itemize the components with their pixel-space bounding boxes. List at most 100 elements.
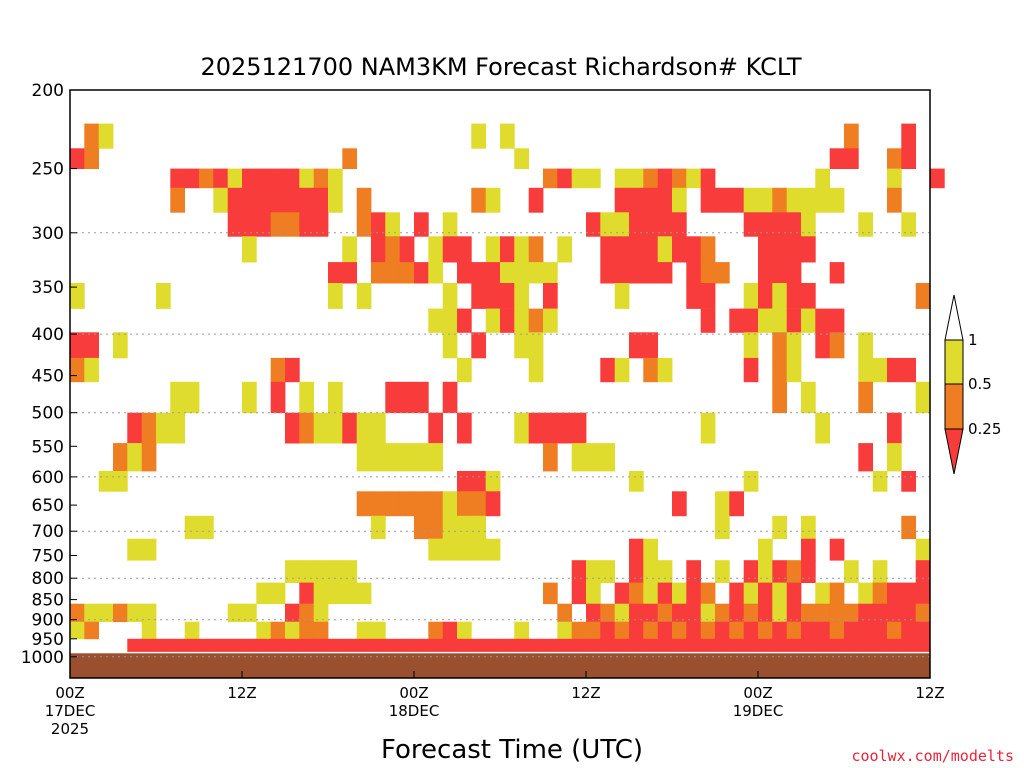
ri-cell [242, 168, 257, 189]
ri-cell [528, 357, 544, 383]
ri-cell [485, 471, 501, 492]
ri-cell [457, 515, 472, 540]
ri-cell [872, 560, 888, 583]
ri-cell [328, 412, 343, 444]
ri-cell [772, 582, 787, 605]
ri-cell [614, 621, 630, 640]
ri-cell [528, 187, 544, 213]
ri-cell [385, 443, 400, 472]
ri-cell [371, 621, 386, 640]
ri-cell [815, 621, 830, 640]
ri-cell [414, 262, 429, 284]
ri-cell [227, 168, 243, 189]
ri-cell [801, 212, 816, 237]
ri-cell [686, 621, 701, 640]
ri-cell [428, 443, 443, 472]
ri-cell [342, 262, 357, 284]
ri-cell [686, 168, 701, 189]
ri-cell [786, 638, 802, 652]
ri-cell [858, 212, 873, 237]
ri-cell [614, 187, 630, 213]
y-tick-label: 300 [32, 224, 64, 244]
ri-cell [686, 283, 701, 309]
ri-cell [500, 123, 515, 149]
ri-cell [743, 308, 759, 333]
ri-cell [758, 538, 773, 561]
ri-cell [901, 603, 916, 623]
ri-cell [113, 332, 128, 359]
ri-cell [657, 236, 673, 263]
ri-cell [485, 262, 501, 284]
ri-cell [414, 212, 429, 237]
ri-cell [829, 332, 845, 359]
ri-cell [500, 308, 515, 333]
ri-cell [700, 621, 716, 640]
ri-cell [600, 638, 615, 652]
ri-cell [614, 262, 630, 284]
ri-cell [356, 621, 372, 640]
ri-cell [399, 262, 415, 284]
ri-cell [772, 187, 787, 213]
ri-cell [772, 357, 787, 383]
ri-cell [772, 283, 787, 309]
ri-cell [729, 582, 744, 605]
ri-cell [715, 621, 730, 640]
ri-cell [729, 621, 744, 640]
ri-cell [829, 603, 845, 623]
ri-cell [758, 582, 773, 605]
ri-cell [614, 236, 630, 263]
ri-cell [184, 515, 200, 540]
ri-cell [328, 560, 343, 583]
ri-cell [428, 621, 443, 640]
ri-cell [457, 357, 472, 383]
ri-cell [915, 621, 931, 640]
ri-cell [887, 357, 902, 383]
ri-cell [299, 560, 314, 583]
surface-band [70, 653, 930, 678]
ri-cell [213, 168, 228, 189]
ri-cell [514, 283, 529, 309]
ri-cell [70, 148, 85, 169]
ri-cell [743, 471, 759, 492]
ri-cell [500, 638, 515, 652]
ri-cell [141, 638, 157, 652]
ri-cell [586, 603, 601, 623]
y-tick-label: 850 [32, 591, 64, 611]
ri-cell [285, 168, 300, 189]
ri-cell [514, 308, 529, 333]
ri-cell [786, 283, 802, 309]
ri-cell [98, 471, 114, 492]
ri-cell [428, 491, 443, 517]
ri-cell [70, 332, 85, 359]
ri-cell [442, 236, 458, 263]
ri-cell [901, 123, 916, 149]
ri-cell [614, 283, 630, 309]
ri-cell [786, 560, 802, 583]
ri-cell [858, 582, 873, 605]
ri-cell [414, 515, 429, 540]
ri-cell [858, 638, 873, 652]
ri-cell [127, 603, 142, 623]
ri-cell [485, 187, 501, 213]
ri-cell [887, 603, 902, 623]
ri-cell [758, 236, 773, 263]
ri-cell [557, 621, 572, 640]
ri-cell [442, 283, 458, 309]
colorbar-bin [944, 339, 964, 385]
ri-cell [342, 148, 357, 169]
ri-cell [829, 148, 845, 169]
ri-cell [901, 148, 916, 169]
ri-cell [84, 148, 99, 169]
ri-cell [285, 187, 300, 213]
y-tick-label: 500 [32, 404, 64, 424]
ri-cell [600, 236, 615, 263]
ri-cell [543, 412, 558, 444]
colorbar-label: 1 [968, 331, 978, 349]
ri-cell [700, 582, 716, 605]
ri-cell [571, 412, 587, 444]
ri-cell [629, 471, 644, 492]
ri-cell [227, 603, 243, 623]
ri-cell [629, 560, 644, 583]
ri-cell [643, 603, 658, 623]
